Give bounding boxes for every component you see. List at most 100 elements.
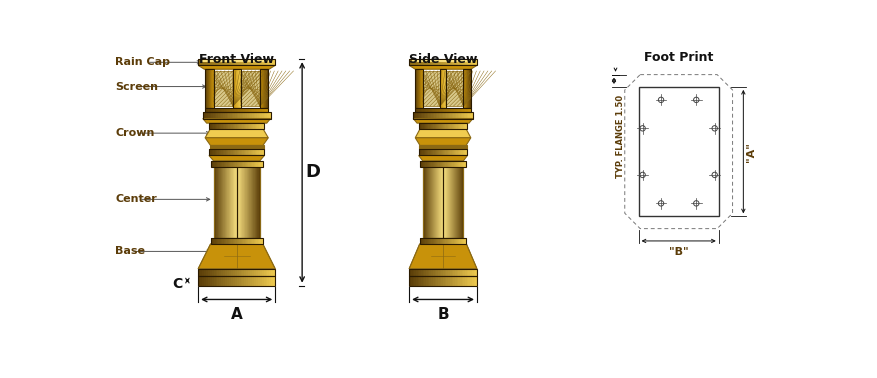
Bar — [256, 238, 258, 244]
Bar — [267, 108, 268, 112]
Bar — [239, 276, 240, 286]
Bar — [248, 161, 249, 238]
Bar — [213, 161, 215, 167]
Bar — [232, 269, 235, 276]
Bar — [638, 87, 718, 216]
Bar — [242, 161, 243, 238]
Bar — [467, 276, 468, 286]
Bar — [409, 276, 410, 286]
Bar — [446, 59, 448, 65]
Bar — [448, 161, 450, 167]
Bar — [424, 112, 426, 119]
Bar — [265, 59, 267, 65]
Bar — [245, 108, 246, 112]
Bar — [237, 238, 239, 244]
Bar — [446, 238, 447, 244]
Bar — [432, 59, 434, 65]
Bar — [214, 149, 216, 155]
Bar — [223, 59, 225, 65]
Bar — [471, 59, 474, 65]
Bar — [263, 123, 265, 129]
Bar — [232, 69, 240, 108]
Text: C: C — [173, 277, 182, 291]
Bar — [412, 59, 414, 65]
Bar — [229, 269, 231, 276]
Bar — [271, 269, 274, 276]
Bar — [235, 149, 237, 155]
Bar — [453, 123, 454, 129]
Bar — [226, 238, 228, 244]
Bar — [205, 276, 208, 286]
Bar — [221, 269, 224, 276]
Polygon shape — [198, 65, 275, 69]
Bar — [251, 238, 253, 244]
Bar — [253, 123, 255, 129]
Bar — [230, 161, 231, 238]
Bar — [239, 108, 241, 112]
Bar — [424, 108, 426, 112]
Bar — [223, 149, 225, 155]
Bar — [443, 108, 445, 112]
Bar — [219, 112, 222, 119]
Bar — [459, 123, 460, 129]
Bar — [427, 161, 429, 167]
Bar — [265, 269, 267, 276]
Bar — [434, 238, 436, 244]
Bar — [240, 238, 242, 244]
Bar — [454, 149, 456, 155]
Bar — [464, 238, 465, 244]
Bar — [410, 59, 412, 65]
Bar — [441, 161, 442, 238]
Bar — [218, 123, 220, 129]
Bar — [246, 238, 247, 244]
Bar — [461, 161, 462, 238]
Bar — [200, 276, 203, 286]
Bar — [239, 112, 240, 119]
Bar — [230, 161, 231, 238]
Bar — [260, 69, 268, 108]
Bar — [253, 276, 256, 286]
Bar — [231, 269, 233, 276]
Bar — [435, 161, 436, 238]
Bar — [433, 108, 435, 112]
Bar — [215, 161, 216, 238]
Bar — [221, 149, 223, 155]
Bar — [243, 112, 246, 119]
Bar — [260, 123, 261, 129]
Bar — [226, 112, 228, 119]
Bar — [227, 269, 229, 276]
Bar — [443, 149, 444, 155]
Bar — [213, 161, 260, 238]
Bar — [248, 112, 250, 119]
Bar — [202, 59, 204, 65]
Bar — [242, 123, 244, 129]
Bar — [210, 238, 262, 244]
Bar — [432, 269, 434, 276]
Bar — [217, 238, 218, 244]
Bar — [247, 123, 249, 129]
Bar — [240, 276, 243, 286]
Bar — [256, 161, 257, 238]
Bar — [424, 59, 426, 65]
Bar — [419, 108, 421, 112]
Bar — [415, 108, 417, 112]
Bar — [219, 276, 221, 286]
Bar — [225, 276, 227, 286]
Bar — [419, 123, 421, 129]
Bar — [471, 112, 473, 119]
Bar — [249, 123, 251, 129]
Bar — [447, 276, 450, 286]
Bar — [213, 269, 216, 276]
Bar — [248, 59, 250, 65]
Bar — [422, 269, 424, 276]
Bar — [463, 276, 465, 286]
Polygon shape — [415, 129, 470, 138]
Bar — [211, 59, 214, 65]
Bar — [226, 161, 228, 167]
Bar — [208, 269, 210, 276]
Bar — [438, 269, 439, 276]
Bar — [453, 161, 454, 167]
Bar — [424, 161, 425, 238]
Bar — [416, 276, 417, 286]
Bar — [451, 238, 453, 244]
